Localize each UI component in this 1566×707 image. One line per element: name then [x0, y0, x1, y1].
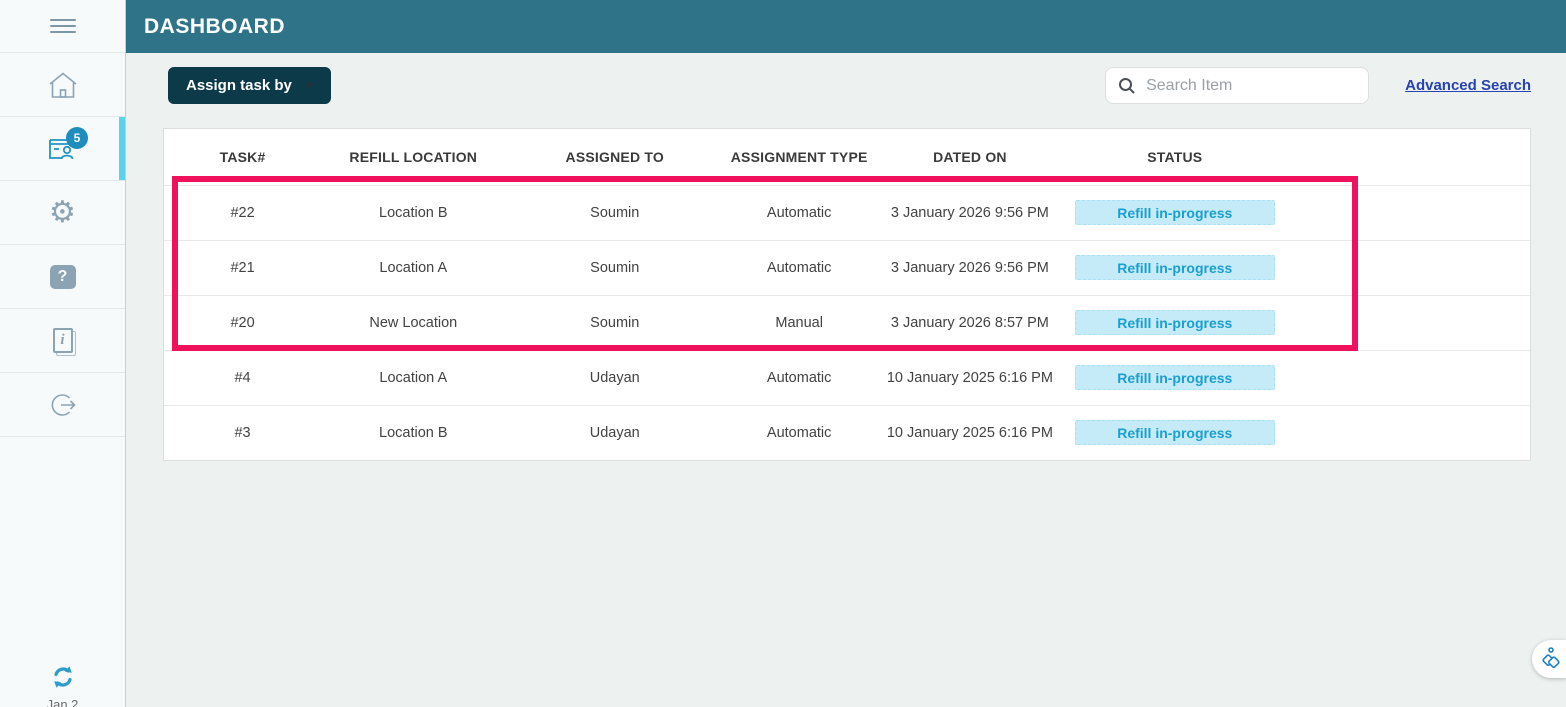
- column-header-empty: [1284, 129, 1530, 185]
- cell-type: Automatic: [724, 240, 874, 295]
- status-badge: Refill in-progress: [1075, 420, 1275, 445]
- advanced-search-link[interactable]: Advanced Search: [1405, 77, 1531, 94]
- overlapping-diamonds-icon: [1540, 646, 1562, 672]
- tasks-table: TASK# REFILL LOCATION ASSIGNED TO ASSIGN…: [164, 129, 1530, 460]
- status-badge: Refill in-progress: [1075, 200, 1275, 225]
- search-box[interactable]: [1105, 67, 1369, 104]
- cell-type: Manual: [724, 295, 874, 350]
- cell-dated: 10 January 2025 6:16 PM: [874, 350, 1065, 405]
- table-row[interactable]: #22 Location B Soumin Automatic 3 Januar…: [164, 185, 1530, 240]
- column-header-refill-location: REFILL LOCATION: [321, 129, 505, 185]
- table-row[interactable]: #3 Location B Udayan Automatic 10 Januar…: [164, 405, 1530, 460]
- sidebar-item-home[interactable]: [0, 53, 125, 117]
- cell-location: Location A: [321, 240, 505, 295]
- cell-status: Refill in-progress: [1066, 185, 1285, 240]
- sidebar-item-tasks[interactable]: 5: [0, 117, 125, 181]
- table-row[interactable]: #4 Location A Udayan Automatic 10 Januar…: [164, 350, 1530, 405]
- search-icon: [1118, 77, 1136, 95]
- help-icon: ?: [50, 265, 76, 289]
- table-row[interactable]: #21 Location A Soumin Automatic 3 Januar…: [164, 240, 1530, 295]
- chevron-down-icon: ▼: [304, 80, 315, 92]
- cell-dated: 10 January 2025 6:16 PM: [874, 405, 1065, 460]
- sidebar-item-help[interactable]: ?: [0, 245, 125, 309]
- column-header-assignment-type: ASSIGNMENT TYPE: [724, 129, 874, 185]
- cell-type: Automatic: [724, 405, 874, 460]
- cell-assigned: Soumin: [505, 240, 724, 295]
- cell-status: Refill in-progress: [1066, 295, 1285, 350]
- cell-dated: 3 January 2026 9:56 PM: [874, 185, 1065, 240]
- active-item-indicator: [119, 117, 125, 180]
- refresh-button[interactable]: [0, 663, 125, 691]
- top-header-bar: DASHBOARD: [126, 0, 1566, 53]
- column-header-dated-on: DATED ON: [874, 129, 1065, 185]
- floating-widget-tab[interactable]: [1532, 640, 1566, 678]
- sidebar-item-info[interactable]: i: [0, 309, 125, 373]
- cell-task: #21: [164, 240, 321, 295]
- column-header-task: TASK#: [164, 129, 321, 185]
- hamburger-icon: [50, 15, 76, 37]
- tasks-count-badge: 5: [66, 127, 88, 149]
- cell-assigned: Udayan: [505, 405, 724, 460]
- cell-location: Location B: [321, 185, 505, 240]
- cell-location: Location A: [321, 350, 505, 405]
- cell-type: Automatic: [724, 185, 874, 240]
- page-title: DASHBOARD: [144, 15, 285, 39]
- table-header-row: TASK# REFILL LOCATION ASSIGNED TO ASSIGN…: [164, 129, 1530, 185]
- toolbar-right-group: Advanced Search: [1105, 67, 1531, 104]
- cell-task: #3: [164, 405, 321, 460]
- menu-toggle-button[interactable]: [0, 0, 125, 53]
- cell-dated: 3 January 2026 8:57 PM: [874, 295, 1065, 350]
- sidebar-item-logout[interactable]: [0, 373, 125, 437]
- status-badge: Refill in-progress: [1075, 365, 1275, 390]
- assign-task-by-label: Assign task by: [186, 77, 292, 94]
- sidebar: 5 ⚙ ? i: [0, 0, 126, 707]
- cell-location: New Location: [321, 295, 505, 350]
- cell-task: #22: [164, 185, 321, 240]
- column-header-status: STATUS: [1066, 129, 1285, 185]
- cell-task: #4: [164, 350, 321, 405]
- cell-status: Refill in-progress: [1066, 350, 1285, 405]
- toolbar: Assign task by ▼ Advanced Search: [168, 67, 1531, 104]
- table-row[interactable]: #20 New Location Soumin Manual 3 January…: [164, 295, 1530, 350]
- sidebar-item-settings[interactable]: ⚙: [0, 181, 125, 245]
- cell-location: Location B: [321, 405, 505, 460]
- cell-assigned: Soumin: [505, 295, 724, 350]
- status-badge: Refill in-progress: [1075, 255, 1275, 280]
- search-input[interactable]: [1146, 77, 1356, 95]
- cell-dated: 3 January 2026 9:56 PM: [874, 240, 1065, 295]
- column-header-assigned-to: ASSIGNED TO: [505, 129, 724, 185]
- home-icon: [47, 70, 79, 100]
- cell-task: #20: [164, 295, 321, 350]
- dashboard-app: 5 ⚙ ? i: [0, 0, 1566, 707]
- main-content: Assign task by ▼ Advanced Search: [126, 53, 1566, 707]
- cell-assigned: Udayan: [505, 350, 724, 405]
- logout-icon: [48, 390, 78, 420]
- cell-status: Refill in-progress: [1066, 405, 1285, 460]
- sidebar-footer: Jan 2: [0, 663, 125, 707]
- status-badge: Refill in-progress: [1075, 310, 1275, 335]
- gear-icon: ⚙: [49, 198, 76, 228]
- tasks-table-card: TASK# REFILL LOCATION ASSIGNED TO ASSIGN…: [163, 128, 1531, 461]
- info-icon: i: [53, 328, 73, 353]
- cell-status: Refill in-progress: [1066, 240, 1285, 295]
- footer-truncated-label: Jan 2: [0, 697, 125, 707]
- cell-type: Automatic: [724, 350, 874, 405]
- cell-assigned: Soumin: [505, 185, 724, 240]
- refresh-icon: [49, 663, 77, 691]
- assign-task-by-button[interactable]: Assign task by ▼: [168, 67, 331, 104]
